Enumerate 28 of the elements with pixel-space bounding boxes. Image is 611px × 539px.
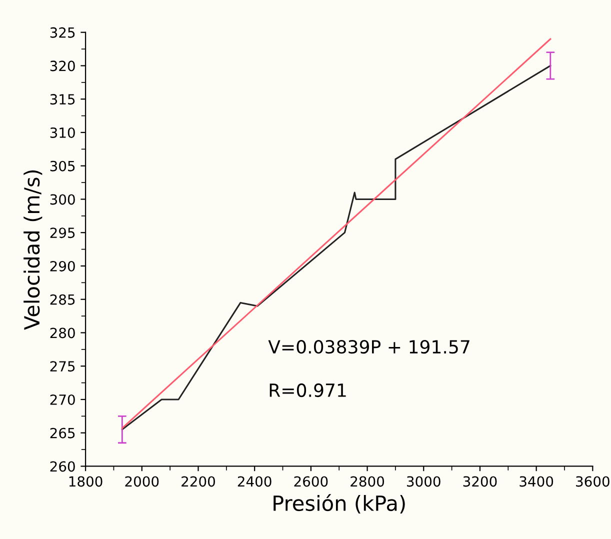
y-tick-label: 270	[50, 394, 75, 405]
x-axis-title: Presión (kPa)	[274, 494, 405, 514]
x-tick-label: 2800	[350, 476, 384, 487]
y-tick-label: 280	[50, 328, 75, 338]
y-tick-label: 265	[50, 428, 75, 438]
x-tick-label: 3400	[520, 476, 554, 487]
y-tick-label: 260	[50, 461, 75, 472]
x-tick-label: 2000	[125, 476, 159, 487]
x-tick-label: 3000	[407, 476, 440, 487]
y-tick-label: 285	[50, 294, 75, 305]
y-tick-label: 320	[50, 60, 75, 72]
y-tick-label: 275	[50, 361, 75, 372]
y-tick-label: 305	[50, 160, 75, 172]
y-tick-label: 310	[50, 127, 75, 138]
y-tick-label: 290	[50, 260, 75, 272]
y-axis-title: Velocidad (m/s)	[24, 170, 42, 330]
x-tick-label: 2600	[294, 476, 328, 487]
y-tick-label: 315	[50, 94, 75, 105]
y-tick-label: 300	[50, 194, 75, 205]
x-tick-label: 2200	[182, 476, 215, 487]
y-tick-label: 295	[50, 228, 75, 238]
annotation: V=0.03839P + 191.57	[268, 340, 470, 354]
x-tick-label: 3200	[463, 476, 497, 487]
x-tick-label: 2400	[238, 476, 272, 487]
y-tick-label: 325	[50, 27, 75, 38]
x-tick-label: 1800	[69, 476, 102, 487]
x-tick-label: 3600	[576, 476, 610, 487]
annotation: R=0.971	[270, 383, 346, 398]
